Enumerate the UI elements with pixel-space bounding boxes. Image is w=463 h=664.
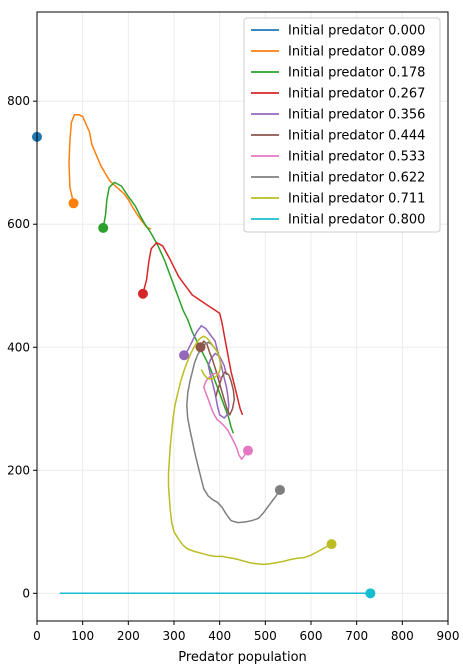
series-line-6	[202, 372, 249, 460]
y-axis-ticks: 0 200 400 600 800	[7, 94, 37, 600]
series-line-8	[167, 335, 332, 566]
x-axis-ticks: 0 100 200 300 400 500 600 700 800 900	[33, 621, 459, 643]
legend-label-9: Initial predator 0.800	[288, 213, 425, 228]
series-endpoint-3	[137, 288, 148, 299]
legend: Initial predator 0.000 Initial predator 0…	[243, 17, 441, 233]
series-group	[59, 113, 371, 595]
series-line-7	[186, 341, 281, 524]
legend-label-6: Initial predator 0.533	[288, 150, 425, 165]
x-tick-label: 500	[254, 629, 277, 643]
legend-box	[243, 17, 441, 233]
legend-label-3: Initial predator 0.267	[288, 87, 425, 102]
series-line-4	[183, 324, 230, 419]
x-tick-label: 0	[33, 629, 41, 643]
y-tick-label: 600	[7, 217, 30, 231]
y-tick-label: 200	[7, 463, 30, 477]
series-line-3	[142, 241, 244, 416]
x-tick-label: 200	[117, 629, 140, 643]
series-line-2	[102, 181, 235, 434]
series-endpoint-4	[179, 350, 190, 361]
y-tick-label: 800	[7, 94, 30, 108]
series-endpoint-7	[274, 484, 285, 495]
series-endpoint-8	[326, 539, 337, 550]
series-endpoint-6	[242, 445, 253, 456]
series-endpoint-2	[98, 222, 109, 233]
legend-label-1: Initial predator 0.089	[288, 45, 425, 60]
series-line-1	[68, 113, 152, 230]
x-tick-label: 300	[163, 629, 186, 643]
legend-label-0: Initial predator 0.000	[288, 24, 425, 39]
x-tick-label: 800	[391, 629, 414, 643]
legend-label-2: Initial predator 0.178	[288, 66, 425, 81]
legend-label-4: Initial predator 0.356	[288, 108, 425, 123]
endpoint-markers	[32, 131, 376, 599]
y-tick-label: 400	[7, 340, 30, 354]
legend-label-5: Initial predator 0.444	[288, 129, 425, 144]
x-tick-label: 100	[71, 629, 94, 643]
series-line-5	[199, 340, 236, 416]
x-tick-label: 400	[208, 629, 231, 643]
x-tick-label: 600	[300, 629, 323, 643]
legend-label-7: Initial predator 0.622	[288, 171, 425, 186]
series-endpoint-5	[195, 342, 206, 353]
plot-frame	[36, 11, 449, 622]
x-axis-label: Predator population	[178, 650, 307, 664]
x-tick-label: 900	[437, 629, 460, 643]
y-tick-label: 0	[22, 586, 30, 600]
series-endpoint-1	[68, 198, 79, 209]
series-endpoint-9	[365, 588, 376, 599]
x-tick-label: 700	[345, 629, 368, 643]
legend-label-8: Initial predator 0.711	[288, 192, 425, 207]
